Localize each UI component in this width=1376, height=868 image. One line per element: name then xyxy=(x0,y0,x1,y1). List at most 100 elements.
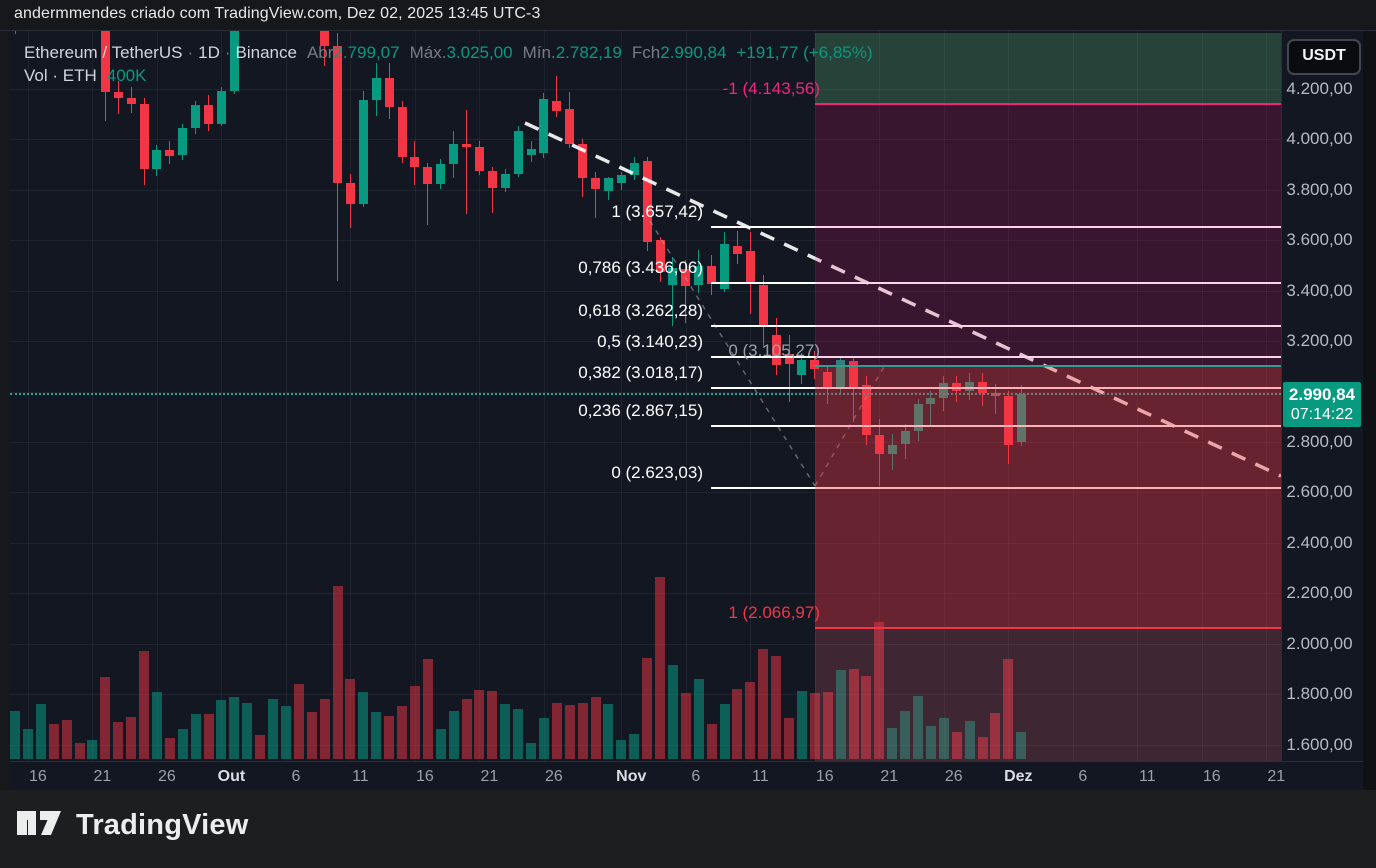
candle xyxy=(345,182,355,205)
time-axis-label: 21 xyxy=(93,768,112,785)
time-axis-label: 21 xyxy=(1267,768,1286,785)
candle xyxy=(178,127,188,156)
fib-ext-line-zero[interactable] xyxy=(815,365,1281,367)
price-axis-label: 1.600,00 xyxy=(1286,734,1353,754)
time-axis[interactable]: 16 21 26 Out 6 11 16 21 26 Nov 6 11 16 21 26 Dez 6 11 16 21 xyxy=(10,761,1363,792)
volume-bar xyxy=(35,704,46,759)
fib-level-label[interactable]: 0,786 (3.436,06) xyxy=(578,257,703,277)
attribution-bar: andermmendes criado com TradingView.com,… xyxy=(0,0,1376,30)
chart-legend: Ethereum / TetherUS · 1D · Binance Abr2.799,0… xyxy=(24,41,873,87)
legend-interval: 1D xyxy=(198,43,220,62)
fib-level-line[interactable] xyxy=(711,225,1281,228)
fib-ext-line-one[interactable] xyxy=(815,626,1281,629)
right-gutter xyxy=(1363,31,1376,791)
volume-bar xyxy=(358,692,369,759)
time-axis-label: 21 xyxy=(480,768,499,785)
candle xyxy=(410,156,420,167)
fib-level-label[interactable]: 1 (3.657,42) xyxy=(611,201,703,221)
fib-extension-label[interactable]: 1 (2.066,97) xyxy=(728,602,820,622)
volume-bar xyxy=(822,692,833,759)
volume-bar xyxy=(564,705,575,759)
fib-level-label[interactable]: 0,382 (3.018,17) xyxy=(578,362,703,382)
volume-bar xyxy=(706,724,717,759)
attribution-text: andermmendes criado com TradingView.com,… xyxy=(14,5,541,22)
fib-level-label[interactable]: 0,5 (3.140,23) xyxy=(597,332,703,352)
fib-level-label[interactable]: 0 (2.623,03) xyxy=(611,462,703,482)
volume-bar xyxy=(461,699,472,759)
volume-bar xyxy=(951,732,962,759)
candle xyxy=(397,107,407,157)
volume-bar xyxy=(874,622,885,759)
chart-pane[interactable]: Ethereum / TetherUS · 1D · Binance Abr2.799,0… xyxy=(10,31,1281,761)
time-axis-label: Out xyxy=(217,768,246,785)
fib-level-line[interactable] xyxy=(711,325,1281,328)
fib-level-line[interactable] xyxy=(711,356,1281,359)
volume-bar xyxy=(229,697,240,759)
fib-extension-band xyxy=(815,626,1281,761)
fib-level-line[interactable] xyxy=(711,386,1281,389)
volume-bar xyxy=(100,677,111,759)
candle xyxy=(191,105,201,128)
fib-level-label[interactable]: 0,236 (2.867,15) xyxy=(578,401,703,420)
fib-extension-label[interactable]: -1 (4.143,56) xyxy=(722,79,820,99)
volume-bar xyxy=(603,704,614,759)
volume-bar xyxy=(861,676,872,759)
volume-bar xyxy=(513,709,524,759)
volume-bar xyxy=(616,740,627,759)
candle xyxy=(152,150,162,170)
grid-horizontal xyxy=(10,492,1281,494)
candle xyxy=(487,170,497,189)
volume-bar xyxy=(384,715,395,759)
grid-horizontal xyxy=(10,542,1281,544)
time-axis-label: 26 xyxy=(944,768,963,785)
currency-toggle-button[interactable]: USDT xyxy=(1287,39,1361,75)
volume-bar xyxy=(977,737,988,759)
price-axis-label: 2.600,00 xyxy=(1286,482,1353,502)
time-axis-label: Dez xyxy=(1004,768,1033,785)
candle xyxy=(423,166,433,185)
volume-bar xyxy=(693,679,704,759)
legend-ohlc-value: 2.799,07 xyxy=(333,43,400,62)
volume-bar xyxy=(835,670,846,759)
time-axis-label: 26 xyxy=(157,768,176,785)
volume-bar xyxy=(745,682,756,759)
legend-ohlc-label: Máx. xyxy=(409,43,447,62)
volume-bar xyxy=(139,651,149,759)
fib-level-label[interactable]: 0,618 (3.262,28) xyxy=(578,301,703,321)
tradingview-logo-text: TradingView xyxy=(76,808,249,841)
volume-bar xyxy=(164,738,175,759)
candle xyxy=(333,45,342,183)
candle xyxy=(436,164,446,185)
candle xyxy=(165,150,175,156)
grid-vertical xyxy=(285,31,287,761)
tradingview-logo[interactable]: TradingView xyxy=(16,808,249,842)
legend-separator: · xyxy=(224,43,231,62)
volume-bar xyxy=(203,714,214,759)
volume-bar xyxy=(48,724,59,759)
fib-ext-line-minus1[interactable] xyxy=(815,103,1281,106)
legend-ohlc-label: Fch xyxy=(631,43,661,62)
time-axis-label: 11 xyxy=(352,768,369,785)
legend-volume-line: Vol · ETH 400K xyxy=(24,64,873,87)
fib-extension-band xyxy=(815,103,1281,366)
candle xyxy=(578,144,588,179)
candle xyxy=(229,31,239,91)
time-axis-label: 16 xyxy=(415,768,434,785)
volume-bar xyxy=(371,712,382,759)
fib-level-line[interactable] xyxy=(711,486,1281,489)
fib-level-line[interactable] xyxy=(711,425,1281,427)
volume-bar xyxy=(22,729,33,759)
volume-bar xyxy=(577,703,588,759)
fib-level-line[interactable] xyxy=(711,281,1281,284)
fib-extension-band xyxy=(815,33,1281,104)
candle xyxy=(100,31,110,92)
fib-extension-label[interactable]: 0 (3.105,27) xyxy=(728,341,820,360)
price-axis[interactable]: USDT 2.990,84 07:14:22 4.200,00 4.000,00 3… xyxy=(1281,31,1364,761)
volume-bar xyxy=(629,734,640,759)
volume-bar xyxy=(293,684,304,759)
volume-bar xyxy=(61,720,72,759)
time-axis-label: 6 xyxy=(1078,768,1088,785)
volume-bar xyxy=(887,728,898,759)
time-axis-label: 26 xyxy=(544,768,563,785)
candle xyxy=(371,78,381,100)
